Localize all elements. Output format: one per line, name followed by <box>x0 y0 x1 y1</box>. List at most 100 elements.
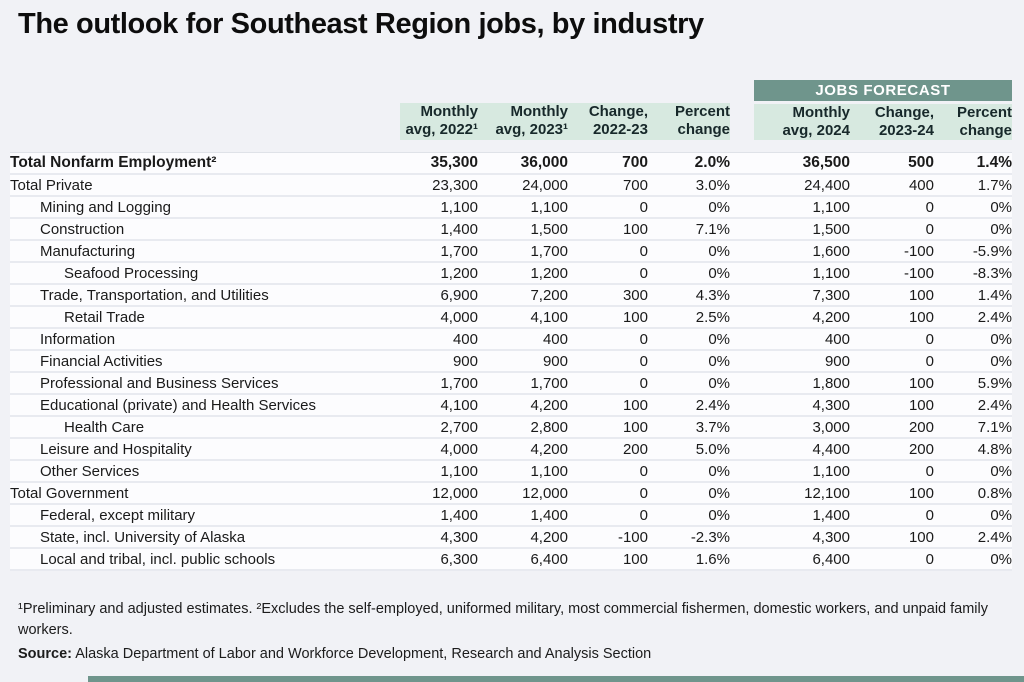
cell-value: 200 <box>850 416 934 439</box>
cell-value: 900 <box>754 350 850 373</box>
cell-value: 4,400 <box>754 438 850 461</box>
column-header-line: 2022-23 <box>592 121 648 139</box>
cell-value: 4,300 <box>754 394 850 417</box>
cell-value: 100 <box>568 416 648 439</box>
cell-value: 35,300 <box>400 152 478 175</box>
cell-value: 0 <box>850 548 934 571</box>
cell-value: 0 <box>568 460 648 483</box>
cell-value: 4,300 <box>754 526 850 549</box>
cell-value: 0 <box>568 240 648 263</box>
cell-value: 0% <box>934 504 1012 527</box>
column-header-line: change <box>677 121 730 139</box>
header-spacer-row <box>10 140 1012 153</box>
header-column-gap <box>730 103 754 141</box>
column-gap <box>730 372 754 395</box>
cell-value: 200 <box>568 438 648 461</box>
cell-value: 100 <box>850 526 934 549</box>
cell-value: 4.8% <box>934 438 1012 461</box>
cell-value: 1,200 <box>478 262 568 285</box>
cell-value: 1,100 <box>754 196 850 219</box>
cell-value: 0% <box>648 262 730 285</box>
source-text: Alaska Department of Labor and Workforce… <box>72 646 652 662</box>
column-header-line: Monthly <box>510 103 569 121</box>
cell-value: 1,700 <box>478 372 568 395</box>
cell-value: 1,600 <box>754 240 850 263</box>
cell-value: 1.7% <box>934 174 1012 197</box>
row-label: Health Care <box>10 416 400 439</box>
row-label: Federal, except military <box>10 504 400 527</box>
cell-value: 0% <box>934 460 1012 483</box>
cell-value: 0.8% <box>934 482 1012 505</box>
cell-value: 400 <box>400 328 478 351</box>
source-label: Source: <box>18 646 72 662</box>
table-row: Construction 1,400 1,500 100 7.1% 1,500 0 0% <box>10 218 1012 241</box>
cell-value: 12,000 <box>478 482 568 505</box>
cell-value: 100 <box>568 306 648 329</box>
table-row: Mining and Logging 1,100 1,100 0 0% 1,100 0 0% <box>10 196 1012 219</box>
cell-value: 5.0% <box>648 438 730 461</box>
source-line: Source: Alaska Department of Labor and W… <box>18 644 1010 665</box>
footnotes: ¹Preliminary and adjusted estimates. ²Ex… <box>18 599 1010 665</box>
table-row: Local and tribal, incl. public schools 6,… <box>10 548 1012 571</box>
cell-value: 4,200 <box>478 394 568 417</box>
cell-value: 6,400 <box>754 548 850 571</box>
cell-value: 0 <box>568 372 648 395</box>
table-row: Retail Trade 4,000 4,100 100 2.5% 4,200 100 2.4… <box>10 306 1012 329</box>
cell-value: 1,400 <box>400 504 478 527</box>
column-gap <box>730 394 754 417</box>
cell-value: 4,100 <box>478 306 568 329</box>
cell-value: 1,200 <box>400 262 478 285</box>
cell-value: 700 <box>568 152 648 175</box>
table-row: Federal, except military 1,400 1,400 0 0% 1,4… <box>10 504 1012 527</box>
cell-value: 0% <box>648 350 730 373</box>
column-gap <box>730 460 754 483</box>
column-header-row: Monthly avg, 2022¹ Monthly avg, 2023¹ Change… <box>10 102 1012 141</box>
cell-value: 400 <box>754 328 850 351</box>
cell-value: 1,500 <box>478 218 568 241</box>
cell-value: 1,700 <box>400 240 478 263</box>
cell-value: 100 <box>850 306 934 329</box>
table-row: Manufacturing 1,700 1,700 0 0% 1,600 -100 -5.9% <box>10 240 1012 263</box>
footnote-text: ¹Preliminary and adjusted estimates. ²Ex… <box>18 599 1010 641</box>
cell-value: 100 <box>850 482 934 505</box>
cell-value: 400 <box>850 174 934 197</box>
column-header-line: 2023-24 <box>878 122 934 139</box>
column-header-line: Change, <box>588 103 648 121</box>
row-label: Trade, Transportation, and Utilities <box>10 284 400 307</box>
column-gap <box>730 306 754 329</box>
cell-value: 12,100 <box>754 482 850 505</box>
cell-value: 100 <box>568 394 648 417</box>
cell-value: 0% <box>648 504 730 527</box>
cell-value: 1,700 <box>400 372 478 395</box>
cell-value: 0 <box>568 482 648 505</box>
cell-value: 1.4% <box>934 152 1012 175</box>
cell-value: 0 <box>568 262 648 285</box>
cell-value: 1,100 <box>400 196 478 219</box>
cell-value: 700 <box>568 174 648 197</box>
cell-value: 1,700 <box>478 240 568 263</box>
page-title: The outlook for Southeast Region jobs, b… <box>18 8 704 40</box>
table-row: Financial Activities 900 900 0 0% 900 0 0% <box>10 350 1012 373</box>
jobs-forecast-banner: JOBS FORECAST <box>754 80 1012 104</box>
table-row: Total Private 23,300 24,000 700 3.0% 24,400 40… <box>10 174 1012 197</box>
table-row: Information 400 400 0 0% 400 0 0% <box>10 328 1012 351</box>
row-label: Seafood Processing <box>10 262 400 285</box>
cell-value: 200 <box>850 438 934 461</box>
cell-value: 0 <box>850 196 934 219</box>
row-label: Mining and Logging <box>10 196 400 219</box>
cell-value: 24,400 <box>754 174 850 197</box>
column-gap <box>730 284 754 307</box>
cell-value: 2.4% <box>934 526 1012 549</box>
table-row: Seafood Processing 1,200 1,200 0 0% 1,100 -100… <box>10 262 1012 285</box>
cell-value: 6,300 <box>400 548 478 571</box>
row-label: Financial Activities <box>10 350 400 373</box>
column-gap <box>730 240 754 263</box>
bottom-accent-bar <box>88 676 1024 682</box>
table-row: Leisure and Hospitality 4,000 4,200 200 5.0%… <box>10 438 1012 461</box>
column-gap <box>730 152 754 175</box>
cell-value: -2.3% <box>648 526 730 549</box>
cell-value: 2.0% <box>648 152 730 175</box>
cell-value: 1,400 <box>754 504 850 527</box>
cell-value: 2.4% <box>934 394 1012 417</box>
cell-value: 0 <box>850 460 934 483</box>
